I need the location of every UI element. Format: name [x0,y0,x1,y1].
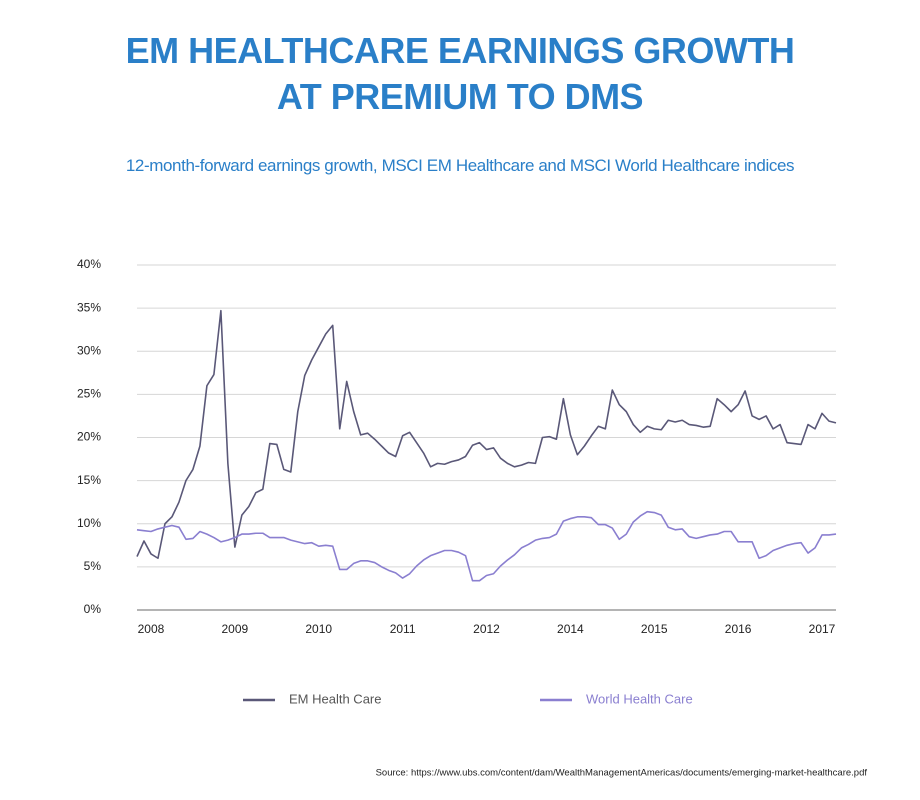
x-tick-label: 2014 [557,622,584,636]
y-tick-label: 10% [77,516,101,530]
x-tick-label: 2008 [138,622,165,636]
legend-label: EM Health Care [289,691,381,706]
chart-title: EM HEALTHCARE EARNINGS GROWTH AT PREMIUM… [125,30,795,117]
y-tick-label: 25% [77,387,101,401]
x-tick-label: 2010 [305,622,332,636]
series-line [136,510,837,582]
x-tick-label: 2015 [641,622,668,636]
x-tick-label: 2011 [390,622,416,636]
y-tick-label: 0% [84,602,102,616]
legend-label: World Health Care [586,691,693,706]
source-note: Source: https://www.ubs.com/content/dam/… [376,768,868,779]
y-tick-label: 20% [77,430,101,444]
chart-subtitle: 12-month-forward earnings growth, MSCI E… [125,156,795,175]
x-tick-label: 2017 [809,622,836,636]
y-tick-label: 40% [77,257,101,271]
series-line [136,309,837,560]
x-tick-label: 2009 [222,622,249,636]
y-tick-label: 30% [77,343,101,357]
y-tick-label: 35% [77,300,101,314]
x-tick-label: 2012 [473,622,500,636]
x-tick-label: 2016 [725,622,752,636]
y-tick-label: 5% [84,559,102,573]
y-tick-label: 15% [77,473,101,487]
